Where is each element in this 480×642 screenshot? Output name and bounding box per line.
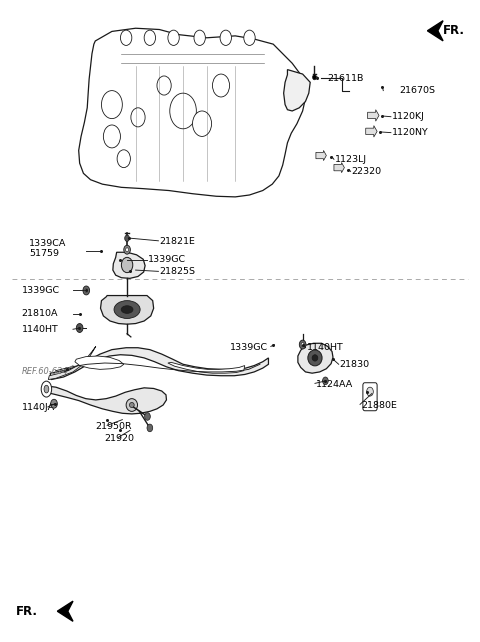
Text: 21880E: 21880E [361, 401, 397, 410]
Polygon shape [298, 343, 333, 373]
Polygon shape [316, 150, 326, 160]
Ellipse shape [121, 306, 133, 313]
Text: 1339GC: 1339GC [147, 256, 186, 265]
Ellipse shape [41, 381, 52, 397]
Text: 1339GC: 1339GC [229, 343, 268, 352]
FancyBboxPatch shape [363, 383, 377, 411]
Text: 21810A: 21810A [22, 309, 58, 318]
Polygon shape [427, 21, 443, 41]
Circle shape [194, 30, 205, 46]
Text: 21950R: 21950R [96, 422, 132, 431]
Text: REF.60-624: REF.60-624 [22, 367, 68, 376]
Text: 1140HT: 1140HT [306, 343, 343, 352]
Circle shape [220, 30, 231, 46]
Polygon shape [79, 28, 305, 197]
Polygon shape [168, 362, 245, 373]
Text: 22320: 22320 [351, 167, 382, 176]
Polygon shape [113, 252, 145, 279]
Polygon shape [334, 162, 344, 173]
Polygon shape [366, 126, 377, 137]
Circle shape [101, 91, 122, 119]
Circle shape [103, 125, 120, 148]
Ellipse shape [312, 355, 318, 361]
Text: 21825S: 21825S [159, 267, 195, 276]
Circle shape [300, 340, 306, 349]
Text: 1120NY: 1120NY [392, 128, 429, 137]
Ellipse shape [126, 399, 137, 412]
Polygon shape [284, 69, 310, 111]
Text: FR.: FR. [443, 24, 465, 37]
Text: 1124AA: 1124AA [316, 380, 353, 389]
Text: FR.: FR. [16, 605, 38, 618]
Ellipse shape [308, 350, 322, 366]
Text: 1140HT: 1140HT [22, 325, 59, 334]
Polygon shape [100, 295, 154, 324]
Circle shape [124, 245, 131, 254]
Circle shape [126, 248, 129, 252]
Text: 21920: 21920 [105, 434, 135, 443]
Polygon shape [57, 601, 73, 621]
Ellipse shape [130, 403, 134, 408]
Circle shape [192, 111, 212, 137]
Circle shape [131, 108, 145, 127]
Circle shape [213, 74, 229, 97]
Circle shape [301, 343, 304, 347]
Text: 21611B: 21611B [328, 74, 364, 83]
Circle shape [323, 377, 328, 385]
Text: 1339CA
51759: 1339CA 51759 [29, 239, 66, 258]
Polygon shape [75, 356, 124, 369]
Circle shape [144, 413, 150, 421]
Circle shape [120, 30, 132, 46]
Text: 21670S: 21670S [399, 86, 435, 95]
Circle shape [76, 324, 83, 333]
Text: 1123LJ: 1123LJ [335, 155, 367, 164]
Circle shape [51, 399, 57, 408]
Circle shape [117, 150, 131, 168]
Text: 21830: 21830 [340, 360, 370, 369]
Circle shape [147, 424, 153, 431]
Circle shape [170, 93, 196, 129]
Circle shape [312, 74, 316, 80]
Circle shape [367, 387, 373, 396]
Circle shape [125, 235, 130, 241]
Polygon shape [50, 348, 268, 379]
Circle shape [244, 30, 255, 46]
Polygon shape [46, 386, 167, 414]
Polygon shape [368, 110, 379, 121]
Text: 1120KJ: 1120KJ [392, 112, 425, 121]
Circle shape [83, 286, 90, 295]
Ellipse shape [114, 300, 140, 318]
Text: 21821E: 21821E [159, 237, 195, 246]
Polygon shape [48, 347, 96, 379]
Circle shape [85, 288, 88, 292]
Circle shape [168, 30, 179, 46]
Circle shape [157, 76, 171, 95]
Text: 1339GC: 1339GC [22, 286, 60, 295]
Ellipse shape [44, 385, 49, 393]
Circle shape [121, 257, 133, 273]
Circle shape [144, 30, 156, 46]
Text: 1140JA: 1140JA [22, 403, 55, 412]
